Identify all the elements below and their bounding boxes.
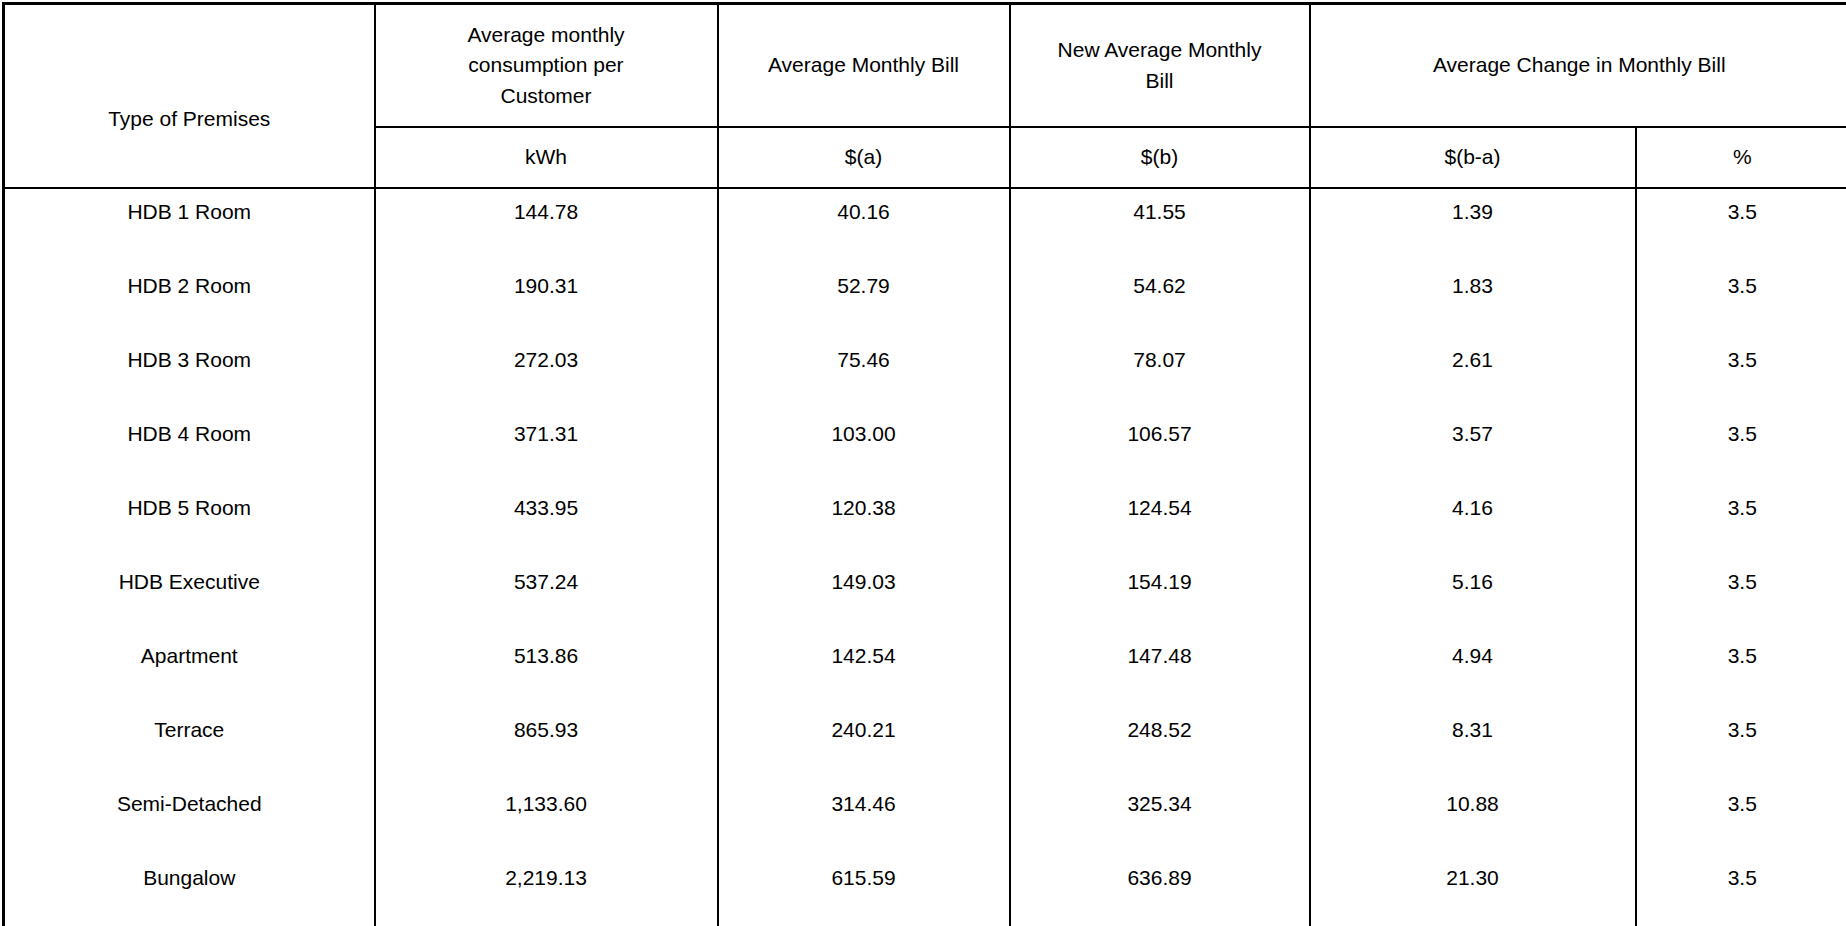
subheader-kwh: kWh: [375, 127, 718, 188]
kwh-cell: 433.95: [375, 485, 718, 559]
subheader-dollar-a: $(a): [718, 127, 1010, 188]
change-amount-cell: 8.31: [1310, 707, 1636, 781]
premises-cell: Bungalow: [4, 855, 375, 926]
table-row: HDB 2 Room 190.31 52.79 54.62 1.83 3.5: [4, 263, 1846, 337]
header-new-avg-monthly-bill: New Average Monthly Bill: [1010, 4, 1310, 128]
kwh-cell: 371.31: [375, 411, 718, 485]
subheader-dollar-b-minus-a: $(b-a): [1310, 127, 1636, 188]
header-avg-consumption: Average monthly consumption per Customer: [375, 4, 718, 128]
change-percent-cell: 3.5: [1636, 707, 1846, 781]
change-percent-cell: 3.5: [1636, 411, 1846, 485]
bill-a-cell: 120.38: [718, 485, 1010, 559]
bill-a-cell: 615.59: [718, 855, 1010, 926]
premises-cell: Semi-Detached: [4, 781, 375, 855]
bill-a-cell: 240.21: [718, 707, 1010, 781]
bill-a-cell: 149.03: [718, 559, 1010, 633]
bill-b-cell: 147.48: [1010, 633, 1310, 707]
header-avg-monthly-bill: Average Monthly Bill: [718, 4, 1010, 128]
premises-cell: HDB 4 Room: [4, 411, 375, 485]
bill-a-cell: 103.00: [718, 411, 1010, 485]
bill-b-cell: 41.55: [1010, 188, 1310, 263]
bill-b-cell: 106.57: [1010, 411, 1310, 485]
change-percent-cell: 3.5: [1636, 337, 1846, 411]
table-row: Semi-Detached 1,133.60 314.46 325.34 10.…: [4, 781, 1846, 855]
premises-cell: HDB 2 Room: [4, 263, 375, 337]
change-percent-cell: 3.5: [1636, 855, 1846, 926]
bill-b-cell: 54.62: [1010, 263, 1310, 337]
header-avg-monthly-bill-label: Average Monthly Bill: [768, 50, 959, 80]
kwh-cell: 272.03: [375, 337, 718, 411]
change-amount-cell: 4.16: [1310, 485, 1636, 559]
header-new-avg-monthly-bill-label: New Average Monthly Bill: [1042, 35, 1277, 96]
kwh-cell: 865.93: [375, 707, 718, 781]
bill-b-cell: 78.07: [1010, 337, 1310, 411]
header-avg-change-monthly-bill: Average Change in Monthly Bill: [1310, 4, 1846, 128]
bill-a-cell: 52.79: [718, 263, 1010, 337]
kwh-cell: 513.86: [375, 633, 718, 707]
kwh-cell: 144.78: [375, 188, 718, 263]
kwh-cell: 2,219.13: [375, 855, 718, 926]
change-percent-cell: 3.5: [1636, 781, 1846, 855]
table-body: HDB 1 Room 144.78 40.16 41.55 1.39 3.5 H…: [4, 188, 1846, 926]
change-percent-cell: 3.5: [1636, 263, 1846, 337]
change-amount-cell: 1.83: [1310, 263, 1636, 337]
header-avg-change-monthly-bill-label: Average Change in Monthly Bill: [1433, 50, 1726, 80]
header-avg-consumption-label: Average monthly consumption per Customer: [444, 20, 649, 111]
table-row: HDB 3 Room 272.03 75.46 78.07 2.61 3.5: [4, 337, 1846, 411]
header-type-of-premises: Type of Premises: [4, 4, 375, 189]
header-type-of-premises-label: Type of Premises: [108, 104, 270, 134]
change-amount-cell: 21.30: [1310, 855, 1636, 926]
bill-b-cell: 325.34: [1010, 781, 1310, 855]
header-row-main: Type of Premises Average monthly consump…: [4, 4, 1846, 128]
table-row: HDB 4 Room 371.31 103.00 106.57 3.57 3.5: [4, 411, 1846, 485]
bill-a-cell: 75.46: [718, 337, 1010, 411]
table-row: Bungalow 2,219.13 615.59 636.89 21.30 3.…: [4, 855, 1846, 926]
change-amount-cell: 3.57: [1310, 411, 1636, 485]
bill-b-cell: 124.54: [1010, 485, 1310, 559]
premises-cell: HDB 1 Room: [4, 188, 375, 263]
change-amount-cell: 10.88: [1310, 781, 1636, 855]
change-amount-cell: 2.61: [1310, 337, 1636, 411]
table-row: Terrace 865.93 240.21 248.52 8.31 3.5: [4, 707, 1846, 781]
table-row: HDB 1 Room 144.78 40.16 41.55 1.39 3.5: [4, 188, 1846, 263]
change-percent-cell: 3.5: [1636, 188, 1846, 263]
bill-a-cell: 314.46: [718, 781, 1010, 855]
change-amount-cell: 1.39: [1310, 188, 1636, 263]
kwh-cell: 1,133.60: [375, 781, 718, 855]
change-amount-cell: 5.16: [1310, 559, 1636, 633]
premises-cell: Terrace: [4, 707, 375, 781]
table-row: HDB 5 Room 433.95 120.38 124.54 4.16 3.5: [4, 485, 1846, 559]
table-header: Type of Premises Average monthly consump…: [4, 4, 1846, 189]
premises-cell: HDB Executive: [4, 559, 375, 633]
premises-cell: HDB 5 Room: [4, 485, 375, 559]
premises-cell: HDB 3 Room: [4, 337, 375, 411]
change-percent-cell: 3.5: [1636, 485, 1846, 559]
bill-a-cell: 142.54: [718, 633, 1010, 707]
subheader-dollar-b: $(b): [1010, 127, 1310, 188]
change-percent-cell: 3.5: [1636, 559, 1846, 633]
bill-b-cell: 248.52: [1010, 707, 1310, 781]
premises-monthly-bill-table: Type of Premises Average monthly consump…: [2, 2, 1846, 926]
bill-b-cell: 154.19: [1010, 559, 1310, 633]
bill-b-cell: 636.89: [1010, 855, 1310, 926]
change-percent-cell: 3.5: [1636, 633, 1846, 707]
bill-a-cell: 40.16: [718, 188, 1010, 263]
table-row: HDB Executive 537.24 149.03 154.19 5.16 …: [4, 559, 1846, 633]
kwh-cell: 190.31: [375, 263, 718, 337]
subheader-percent: %: [1636, 127, 1846, 188]
change-amount-cell: 4.94: [1310, 633, 1636, 707]
table-row: Apartment 513.86 142.54 147.48 4.94 3.5: [4, 633, 1846, 707]
kwh-cell: 537.24: [375, 559, 718, 633]
premises-cell: Apartment: [4, 633, 375, 707]
